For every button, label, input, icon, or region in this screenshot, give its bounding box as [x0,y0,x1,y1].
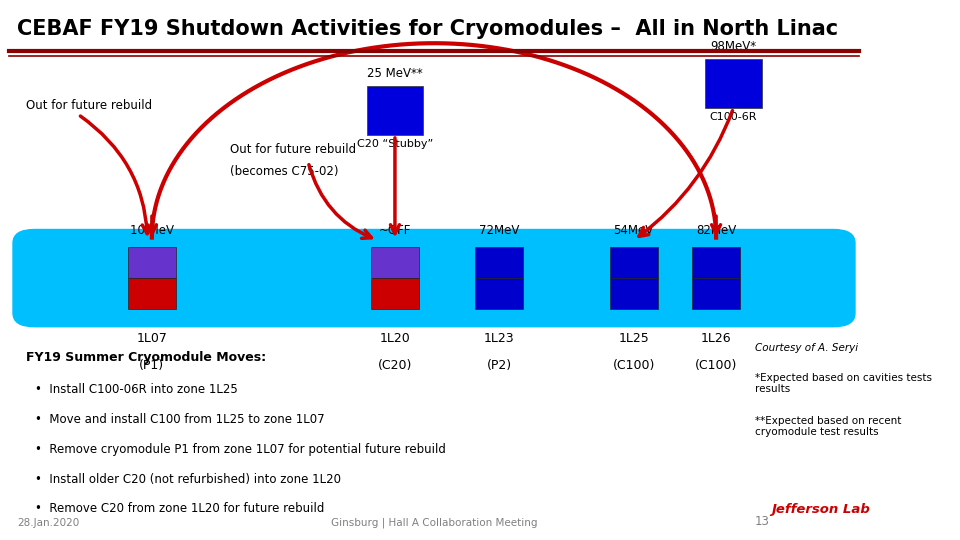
Text: **Expected based on recent
cryomodule test results: **Expected based on recent cryomodule te… [756,416,901,437]
Text: ~OFF: ~OFF [379,224,411,237]
FancyBboxPatch shape [610,278,658,309]
Text: •  Install C100-06R into zone 1L25: • Install C100-06R into zone 1L25 [35,383,237,396]
FancyBboxPatch shape [692,247,740,278]
Text: (P1): (P1) [139,359,164,372]
Text: Ginsburg | Hall A Collaboration Meeting: Ginsburg | Hall A Collaboration Meeting [331,518,538,528]
Text: Jefferson Lab: Jefferson Lab [771,503,870,516]
FancyBboxPatch shape [372,247,419,278]
Text: C100-6R: C100-6R [709,112,757,123]
Text: Out for future rebuild: Out for future rebuild [230,143,356,156]
FancyBboxPatch shape [692,278,740,309]
Text: •  Move and install C100 from 1L25 to zone 1L07: • Move and install C100 from 1L25 to zon… [35,413,324,426]
Text: 1L26: 1L26 [701,332,732,345]
Text: Out for future rebuild: Out for future rebuild [26,99,153,112]
Text: 1L25: 1L25 [618,332,649,345]
Text: 1L07: 1L07 [136,332,167,345]
Text: (P2): (P2) [487,359,512,372]
FancyBboxPatch shape [13,230,855,327]
Text: 72MeV: 72MeV [479,224,519,237]
Text: 1L23: 1L23 [484,332,515,345]
Text: Courtesy of A. Seryi: Courtesy of A. Seryi [756,343,858,353]
Text: C20 “Stubby”: C20 “Stubby” [357,139,433,150]
Text: *Expected based on cavities tests
results: *Expected based on cavities tests result… [756,373,932,394]
Text: •  Remove cryomodule P1 from zone 1L07 for potential future rebuild: • Remove cryomodule P1 from zone 1L07 fo… [35,443,445,456]
Text: •  Remove C20 from zone 1L20 for future rebuild: • Remove C20 from zone 1L20 for future r… [35,502,324,515]
Text: 54MeV: 54MeV [613,224,654,237]
FancyBboxPatch shape [610,247,658,278]
Text: (C20): (C20) [377,359,412,372]
Text: 13: 13 [756,515,770,528]
FancyBboxPatch shape [706,59,761,108]
FancyBboxPatch shape [128,278,176,309]
Text: CEBAF FY19 Shutdown Activities for Cryomodules –  All in North Linac: CEBAF FY19 Shutdown Activities for Cryom… [17,19,838,39]
Text: 98MeV*: 98MeV* [710,40,756,53]
FancyBboxPatch shape [475,247,523,278]
Text: (becomes C75-02): (becomes C75-02) [230,165,339,178]
Text: 1L20: 1L20 [379,332,410,345]
Text: (C100): (C100) [695,359,737,372]
Text: (C100): (C100) [612,359,655,372]
FancyBboxPatch shape [128,247,176,278]
FancyBboxPatch shape [475,278,523,309]
Text: 82MeV: 82MeV [696,224,736,237]
Text: 28.Jan.2020: 28.Jan.2020 [17,518,80,528]
Text: FY19 Summer Cryomodule Moves:: FY19 Summer Cryomodule Moves: [26,351,266,364]
Text: •  Install older C20 (not refurbished) into zone 1L20: • Install older C20 (not refurbished) in… [35,472,341,485]
FancyBboxPatch shape [367,86,423,135]
FancyBboxPatch shape [372,278,419,309]
Text: 10 MeV: 10 MeV [130,224,174,237]
Text: 25 MeV**: 25 MeV** [367,67,422,80]
